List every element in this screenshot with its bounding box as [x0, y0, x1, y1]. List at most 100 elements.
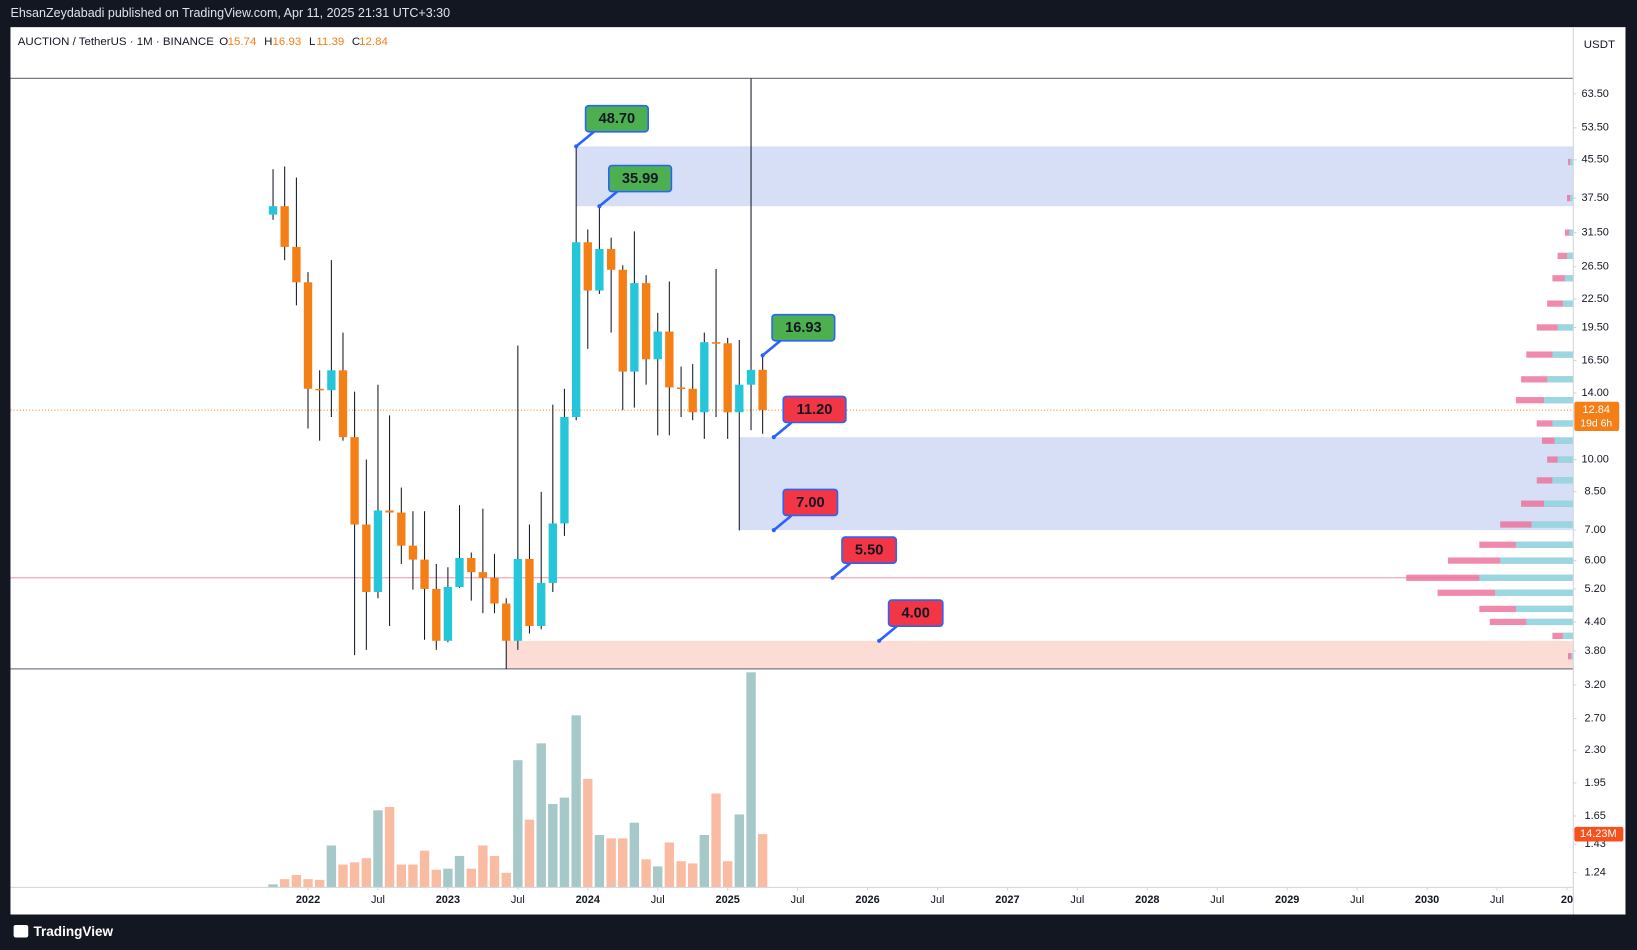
volume-profile-up — [1569, 229, 1574, 236]
ohlc-key: L — [309, 36, 315, 48]
y-tick-label: 19.50 — [1581, 321, 1608, 333]
volume-bar — [746, 672, 756, 888]
volume-bar — [699, 835, 710, 888]
y-tick-label: 14.00 — [1581, 387, 1608, 399]
volume-bar — [454, 855, 465, 888]
callout-arrow — [878, 625, 898, 642]
candle-body — [315, 388, 324, 391]
y-tick-label: 4.40 — [1585, 616, 1606, 628]
volume-profile-up — [1544, 500, 1574, 507]
callout-box — [771, 313, 836, 342]
volume-profile-up — [1552, 420, 1574, 427]
candle-body — [641, 283, 651, 360]
candle-body — [467, 557, 476, 573]
volume-profile-bar — [1547, 300, 1574, 307]
callout-label: 48.70 — [599, 111, 636, 127]
volume-profile-bar — [1526, 351, 1574, 358]
candle-body — [758, 369, 767, 411]
volume-bar — [583, 778, 593, 888]
volume-profile-up — [1500, 557, 1574, 564]
volume-bar — [338, 864, 348, 888]
callout-arrow — [598, 190, 618, 208]
volume-profile-up — [1547, 376, 1574, 383]
candle-body — [303, 282, 313, 389]
x-tick-label: 2028 — [1135, 894, 1159, 906]
y-tick-label: 2.70 — [1585, 712, 1606, 724]
candle-body — [385, 510, 394, 513]
x-tick-label: Jul — [511, 894, 525, 906]
ohlc-key: H — [264, 36, 272, 48]
callout-box — [608, 164, 673, 193]
x-tick-label: Jul — [651, 894, 665, 906]
volume-bar — [478, 845, 488, 888]
candle-body — [700, 342, 709, 413]
candle-body — [268, 206, 278, 215]
volume-profile-up — [1494, 589, 1574, 596]
volume-bar — [349, 862, 360, 888]
x-tick-label: 20 — [1561, 894, 1573, 906]
y-tick-label: 16.50 — [1581, 354, 1608, 366]
price-tag-label: 12.84 — [1583, 404, 1610, 416]
publisher-header: EhsanZeydabadi published on TradingView.… — [10, 6, 450, 20]
candle-body — [490, 577, 499, 604]
volume-bar — [443, 868, 453, 888]
candle-body — [338, 370, 348, 438]
callout-box — [782, 488, 839, 517]
x-tick-label: Jul — [1070, 894, 1084, 906]
volume-profile-up — [1554, 437, 1574, 444]
volume-bar — [431, 869, 441, 888]
candle-body — [676, 387, 686, 389]
x-tick-label: Jul — [1490, 894, 1504, 906]
volume-profile-up — [1571, 653, 1574, 660]
candle-body — [571, 242, 581, 418]
countdown-label: 19d 6h — [1580, 418, 1612, 429]
volume-bar — [408, 864, 418, 888]
candle-body — [420, 559, 429, 589]
volume-bar — [396, 864, 407, 888]
volume-bar — [536, 743, 546, 888]
volume-bar — [664, 842, 675, 888]
volume-bar — [314, 879, 325, 888]
y-tick-label: 6.00 — [1585, 554, 1606, 566]
callout-arrow — [773, 514, 793, 532]
footer-brand: TradingView — [33, 924, 113, 939]
candle-body — [688, 388, 697, 413]
candle-body — [653, 331, 662, 360]
y-tick-label: 1.24 — [1585, 866, 1606, 878]
candle-body — [292, 246, 301, 283]
y-tick-label: 3.80 — [1585, 645, 1606, 657]
volume-bar — [303, 879, 313, 888]
candle-body — [548, 523, 557, 583]
candle-body — [432, 588, 441, 641]
candle-body — [502, 603, 511, 641]
callout-box — [584, 104, 649, 133]
callout-point — [771, 435, 776, 440]
callout-label: 5.50 — [855, 543, 883, 559]
ohlc-value: 11.39 — [316, 36, 344, 48]
candle-body — [746, 369, 756, 385]
candle-body — [478, 572, 488, 578]
tradingview-logo — [13, 924, 29, 938]
candle-body — [362, 524, 371, 592]
candle-body — [735, 384, 744, 413]
volume-profile-bar — [1552, 275, 1574, 282]
callout-box — [841, 536, 898, 564]
callout-arrow — [831, 562, 852, 579]
y-tick-label: 53.50 — [1581, 122, 1608, 134]
y-tick-label: 31.50 — [1581, 226, 1608, 238]
x-tick-label: Jul — [791, 894, 805, 906]
callout-arrow — [773, 421, 793, 439]
y-tick-label: 37.50 — [1581, 192, 1608, 204]
y-tick-label: 3.20 — [1585, 679, 1606, 691]
volume-bar — [466, 868, 476, 888]
candle-body — [537, 582, 546, 627]
y-tick-label: 1.95 — [1585, 777, 1606, 789]
volume-bar — [594, 835, 605, 888]
volume-bar — [419, 850, 430, 888]
y-tick-label: 22.50 — [1581, 293, 1608, 305]
volume-profile-up — [1557, 456, 1574, 463]
volume-profile-up — [1515, 541, 1574, 548]
volume-profile-up — [1544, 397, 1574, 404]
volume-profile-up — [1526, 618, 1574, 626]
volume-bar — [629, 822, 640, 888]
